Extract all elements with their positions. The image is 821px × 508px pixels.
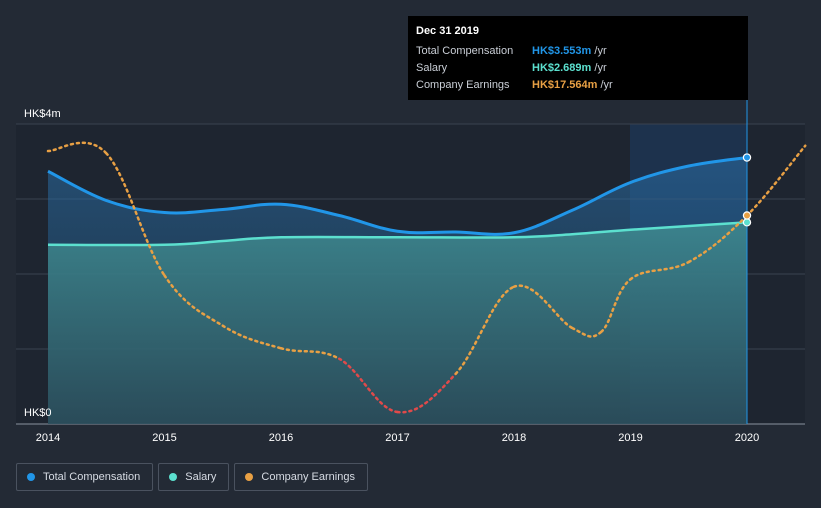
earnings-segment	[512, 284, 574, 330]
earnings-segment	[571, 326, 603, 338]
earnings-segment	[629, 260, 690, 281]
tooltip-unit: /yr	[594, 45, 607, 57]
tooltip-label: Company Earnings	[416, 79, 510, 91]
tooltip-date: Dec 31 2019	[416, 25, 479, 37]
legend-dot-icon	[169, 473, 178, 481]
earnings-segment	[745, 144, 807, 217]
tooltip-unit: /yr	[594, 62, 607, 74]
x-tick-label: 2018	[502, 432, 526, 444]
earnings-segment	[279, 347, 341, 360]
legend: Total Compensation Salary Company Earnin…	[16, 463, 368, 491]
legend-label: Company Earnings	[261, 471, 355, 483]
tooltip-row-total-compensation: Total Compensation HK$3.553m /yr	[416, 43, 740, 60]
x-tick-label: 2016	[269, 432, 293, 444]
earnings-segment	[338, 357, 399, 414]
marker-total-compensation	[742, 153, 752, 162]
earnings-segment	[454, 285, 516, 375]
legend-label: Salary	[185, 471, 217, 483]
earnings-segment	[221, 324, 283, 350]
company-earnings-line	[46, 141, 807, 414]
tooltip-value: HK$3.553m	[532, 45, 592, 57]
y-tick-min: HK$0	[24, 407, 52, 419]
tooltip-label: Total Compensation	[416, 45, 514, 57]
total-compensation-line	[47, 156, 748, 236]
earnings-segment	[600, 278, 632, 333]
x-tick-label: 2017	[385, 432, 409, 444]
tooltip-row-company-earnings: Company Earnings HK$17.564m /yr	[416, 77, 740, 94]
tooltip-value: HK$2.689m	[532, 62, 592, 74]
marker-salary	[742, 218, 752, 227]
x-tick-label: 2020	[735, 432, 759, 444]
x-tick-label: 2014	[36, 432, 60, 444]
x-axis-ticks: 2014 2015 2016 2017 2018 2019 2020	[36, 432, 759, 444]
legend-dot-icon	[27, 473, 35, 481]
earnings-segment	[687, 214, 749, 264]
marker-company-earnings	[742, 211, 752, 220]
tooltip-value: HK$17.564m	[532, 79, 598, 91]
tooltip: Dec 31 2019 Total Compensation HK$3.553m …	[408, 16, 748, 100]
legend-dot-icon	[245, 473, 254, 481]
earnings-segment	[396, 372, 457, 414]
x-tick-label: 2019	[618, 432, 642, 444]
highlight-markers	[742, 153, 752, 227]
x-tick-label: 2015	[152, 432, 176, 444]
earnings-segment	[163, 274, 224, 327]
tooltip-unit: /yr	[600, 79, 613, 91]
salary-line	[47, 221, 748, 247]
earnings-segment	[105, 152, 166, 277]
earnings-segment	[46, 141, 108, 155]
legend-salary[interactable]: Salary	[158, 463, 230, 491]
salary-area	[48, 222, 747, 424]
tooltip-label: Salary	[416, 62, 448, 74]
tooltip-row-salary: Salary HK$2.689m /yr	[416, 60, 740, 77]
y-tick-max: HK$4m	[24, 108, 61, 120]
legend-total-compensation[interactable]: Total Compensation	[16, 463, 154, 491]
compensation-chart: HK$4m HK$0 2014 2015 2016 2017 2018 2019 2020	[16, 100, 807, 444]
legend-label: Total Compensation	[43, 471, 141, 483]
legend-company-earnings[interactable]: Company Earnings	[234, 463, 368, 491]
